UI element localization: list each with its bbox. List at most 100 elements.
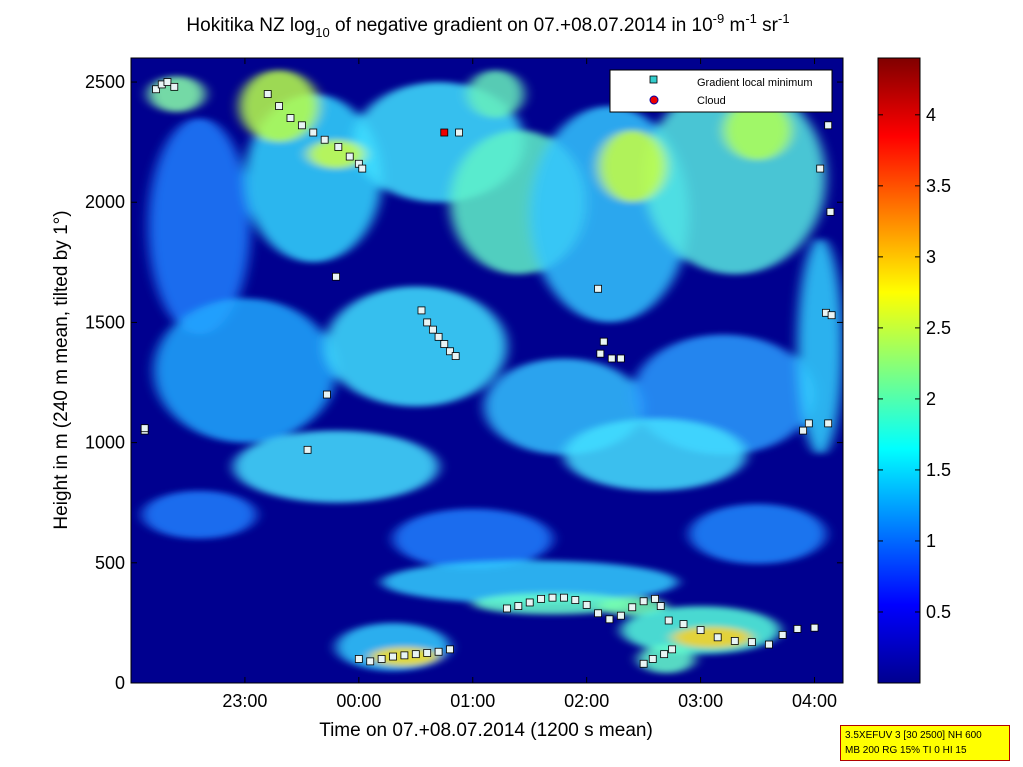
- colorbar-tick-label: 2.5: [926, 318, 951, 338]
- gradient-minimum-point: [616, 354, 625, 363]
- y-tick-label: 2500: [85, 72, 125, 92]
- gradient-minimum-point: [297, 121, 306, 130]
- gradient-minimum-point: [639, 597, 648, 606]
- y-axis: 0 500 1000 1500 2000 2500: [85, 72, 843, 693]
- gradient-minimum-point: [826, 207, 835, 216]
- gradient-minimum-point: [548, 593, 557, 602]
- gradient-minimum-point: [765, 640, 773, 649]
- gradient-minimum-point: [594, 284, 602, 293]
- y-tick-label: 2000: [85, 192, 125, 212]
- gradient-minimum-point: [332, 272, 340, 281]
- y-tick-label: 1000: [85, 433, 125, 453]
- gradient-minimum-point: [451, 352, 460, 360]
- gradient-minimum-point: [423, 649, 432, 657]
- gradient-minimum-point: [799, 426, 808, 435]
- colorbar-tick-label: 2: [926, 389, 936, 409]
- y-tick-label: 1500: [85, 312, 125, 332]
- gradient-minimum-point: [345, 152, 354, 161]
- gradient-minimum-point: [679, 620, 688, 629]
- legend-marker-cloud: [649, 95, 659, 105]
- gradient-minimum-point: [389, 652, 397, 661]
- gradient-minimum-point: [537, 594, 546, 603]
- gradient-minimum-point: [366, 657, 375, 666]
- gradient-minimum-point: [559, 593, 568, 602]
- legend-label-cloud: Cloud: [697, 95, 726, 107]
- gradient-minimum-point: [778, 631, 787, 639]
- colorbar-tick-label: 1: [926, 531, 936, 551]
- gradient-minimum-point: [599, 337, 608, 346]
- gradient-minimum-point: [793, 625, 802, 633]
- gradient-minimum-point: [503, 604, 511, 613]
- gradient-minimum-point: [628, 603, 637, 612]
- gradient-minimum-point: [428, 325, 437, 334]
- gradient-minimum-point: [664, 616, 673, 625]
- info-box: 3.5XEFUV 3 [30 2500] NH 600 MB 200 RG 15…: [840, 725, 1010, 761]
- gradient-minimum-point: [605, 615, 614, 624]
- gradient-minimum-point: [660, 650, 669, 659]
- gradient-minimum-point: [713, 633, 722, 642]
- gradient-minimum-point: [571, 596, 580, 604]
- gradient-minimum-point: [816, 164, 825, 173]
- plot-frame: [130, 57, 844, 684]
- gradient-minimum-point: [152, 85, 160, 94]
- gradient-minimum-point: [730, 637, 739, 645]
- gradient-minimum-point: [525, 598, 534, 607]
- gradient-minimum-point: [596, 349, 605, 358]
- gradient-minimum-point: [594, 609, 602, 618]
- heatmap: [131, 58, 843, 683]
- gradient-minimum-point: [358, 164, 367, 173]
- marker-layer: [140, 78, 836, 668]
- gradient-minimum-point: [668, 645, 677, 654]
- x-tick-label: 04:00: [792, 691, 837, 711]
- gradient-minimum-point: [455, 128, 463, 137]
- gradient-minimum-point: [824, 121, 833, 130]
- gradient-minimum-point: [263, 90, 272, 98]
- gradient-minimum-point: [434, 647, 443, 656]
- y-tick-label: 0: [115, 673, 125, 693]
- x-axis-label: Time on 07.+08.07.2014 (1200 s mean): [319, 720, 653, 741]
- gradient-minimum-point: [804, 419, 813, 428]
- gradient-minimum-point: [354, 655, 363, 663]
- gradient-minimum-point: [377, 655, 386, 663]
- gradient-minimum-point: [170, 82, 179, 91]
- gradient-minimum-point: [810, 623, 819, 632]
- legend: Gradient local minimum Cloud: [609, 69, 833, 113]
- gradient-minimum-point: [286, 114, 295, 122]
- x-tick-label: 00:00: [336, 691, 381, 711]
- gradient-minimum-point: [163, 78, 172, 86]
- gradient-minimum-point: [411, 650, 420, 659]
- x-tick-label: 02:00: [564, 691, 609, 711]
- gradient-minimum-point: [446, 645, 454, 654]
- info-line-1: 3.5XEFUV 3 [30 2500] NH 600: [845, 730, 982, 741]
- gradient-minimum-point: [334, 143, 343, 151]
- legend-label-gradient: Gradient local minimum: [697, 77, 813, 89]
- gradient-minimum-point: [440, 340, 449, 348]
- gradient-minimum-point: [616, 611, 625, 620]
- x-tick-label: 03:00: [678, 691, 723, 711]
- gradient-minimum-point: [309, 128, 318, 137]
- gradient-minimum-point: [824, 419, 833, 428]
- gradient-minimum-point: [747, 638, 756, 647]
- x-tick-label: 23:00: [222, 691, 267, 711]
- gradient-minimum-point: [434, 332, 443, 341]
- gradient-minimum-point: [320, 135, 329, 144]
- gradient-minimum-point: [323, 390, 331, 399]
- x-tick-label: 01:00: [450, 691, 495, 711]
- colorbar-tick-label: 0.5: [926, 602, 951, 622]
- info-line-2: MB 200 RG 15% TI 0 HI 15: [845, 745, 967, 756]
- colorbar-tick-label: 1.5: [926, 460, 951, 480]
- y-axis-label: Height in m (240 m mean, tilted by 1°): [51, 210, 72, 529]
- gradient-minimum-point: [827, 311, 836, 320]
- gradient-minimum-point: [514, 602, 523, 610]
- gradient-minimum-point: [648, 655, 657, 663]
- gradient-minimum-point: [651, 594, 659, 603]
- y-tick-label: 500: [95, 553, 125, 573]
- gradient-minimum-point: [303, 445, 312, 454]
- colorbar: 0.5 1 1.5 2 2.5 3 3.5 4: [877, 57, 951, 684]
- gradient-minimum-point: [423, 318, 432, 327]
- cloud-point: [440, 128, 449, 137]
- legend-marker-gradient: [649, 75, 658, 84]
- gradient-minimum-point: [275, 102, 283, 110]
- gradient-minimum-point: [446, 347, 454, 356]
- gradient-minimum-point: [696, 626, 705, 635]
